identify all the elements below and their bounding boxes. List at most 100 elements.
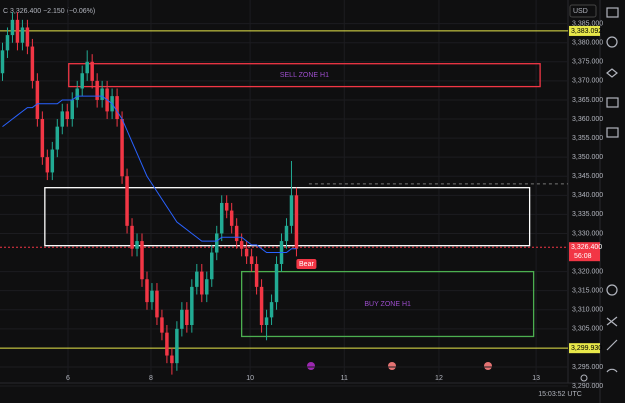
event-icon[interactable]	[388, 362, 396, 370]
candle-body	[80, 73, 84, 89]
price-badge	[569, 343, 600, 354]
candle-body	[10, 19, 15, 36]
candle-body	[125, 176, 129, 226]
events	[307, 362, 492, 370]
toolbar	[606, 7, 619, 373]
y-tick-label: 3,315.000	[572, 288, 603, 295]
candle-body	[244, 248, 249, 257]
x-tick-label: 10	[246, 375, 254, 382]
y-tick-label: 3,305.000	[572, 326, 603, 333]
candle-body	[210, 252, 214, 280]
candle-body	[85, 61, 89, 74]
candle-body	[130, 225, 134, 249]
currency[interactable]: USD	[573, 8, 588, 15]
candle-body	[40, 119, 45, 158]
candle-body	[160, 317, 164, 333]
moving-average	[2, 95, 297, 254]
x-tick-label: 11	[341, 375, 348, 382]
candle-body	[140, 241, 144, 280]
x-tick-label: 13	[532, 375, 540, 382]
candle-body	[185, 309, 189, 326]
event-icon[interactable]	[307, 362, 315, 370]
candle-body	[0, 50, 5, 74]
y-tick-label: 3,355.000	[572, 135, 603, 142]
candle-body	[20, 27, 25, 43]
y-tick-label: 3,365.000	[572, 97, 603, 104]
event-icon[interactable]	[484, 362, 492, 370]
candle-body	[165, 332, 169, 356]
candle-body	[224, 202, 229, 211]
marker-badge	[296, 258, 317, 269]
candle-body	[60, 111, 65, 127]
candle-body	[264, 317, 269, 326]
y-tick-label: 3,320.000	[572, 268, 603, 275]
tool-icon[interactable]	[606, 284, 618, 296]
candle-body	[65, 111, 70, 120]
zone-label: SELL ZONE H1	[280, 72, 329, 79]
candle-body	[120, 119, 124, 177]
x-tick-label: 6	[66, 375, 70, 382]
candle-body	[269, 302, 274, 318]
candle-body	[214, 233, 219, 253]
candle-body	[294, 195, 299, 249]
candle-body	[35, 80, 40, 120]
price-badge-label: 3,383.092	[571, 28, 602, 35]
clock: 15:03:52 UTC	[538, 391, 582, 398]
y-tick-label: 3,340.000	[572, 192, 603, 199]
candle-body	[95, 80, 99, 100]
candle-body	[274, 263, 279, 303]
tool-icon[interactable]	[606, 339, 618, 351]
y-tick-label: 3,375.000	[572, 59, 603, 66]
candle-body	[249, 256, 254, 264]
y-tick-label: 3,360.000	[572, 116, 603, 123]
y-tick-label: 3,370.000	[572, 78, 603, 85]
tool-icon[interactable]	[606, 127, 619, 138]
candle-body	[170, 355, 174, 364]
y-tick-label: 3,330.000	[572, 230, 603, 237]
candle-body	[259, 286, 264, 326]
zone	[44, 187, 531, 247]
candle-body	[229, 210, 234, 226]
y-tick-label: 3,385.000	[572, 20, 603, 27]
tool-icon[interactable]	[606, 316, 618, 327]
candle-body	[15, 19, 20, 43]
candle-body	[90, 61, 94, 81]
y-tick-label: 3,345.000	[572, 173, 603, 180]
candle-body	[5, 35, 10, 51]
zone	[68, 63, 541, 88]
y-tick-label: 3,335.000	[572, 211, 603, 218]
price-badge	[569, 242, 600, 262]
tool-icon[interactable]	[606, 97, 619, 108]
countdown: 56:08	[574, 253, 592, 260]
candle-body	[135, 241, 139, 249]
candle-body	[145, 279, 149, 303]
tool-icon[interactable]	[606, 68, 618, 78]
candle-body	[200, 271, 204, 295]
candle-body	[234, 225, 239, 242]
tool-icon[interactable]	[606, 36, 618, 48]
y-tick-label: 3,310.000	[572, 307, 603, 314]
y-tick-label: 3,350.000	[572, 154, 603, 161]
tool-icon[interactable]	[606, 368, 618, 373]
settings-icon[interactable]	[580, 374, 588, 382]
x-tick-label: 8	[149, 375, 153, 382]
candle-body	[75, 88, 79, 100]
currency-box[interactable]	[569, 4, 597, 18]
candle-body	[25, 27, 30, 47]
candle-body	[45, 157, 50, 173]
candle-body	[180, 309, 184, 329]
candle-body	[190, 286, 194, 326]
plot-area: SELL ZONE H1 BUY ZONE H1	[0, 0, 568, 387]
price-badge	[569, 25, 600, 36]
price-badge-label: 3,326.400	[571, 244, 602, 251]
tool-icon[interactable]	[606, 7, 619, 18]
candle-body	[30, 46, 35, 81]
candle-body	[239, 241, 244, 249]
candle-body	[100, 88, 104, 100]
candle-body	[55, 126, 60, 150]
candle-body	[155, 290, 159, 318]
candle-body	[205, 279, 209, 295]
y-tick-label: 3,295.000	[572, 364, 603, 371]
